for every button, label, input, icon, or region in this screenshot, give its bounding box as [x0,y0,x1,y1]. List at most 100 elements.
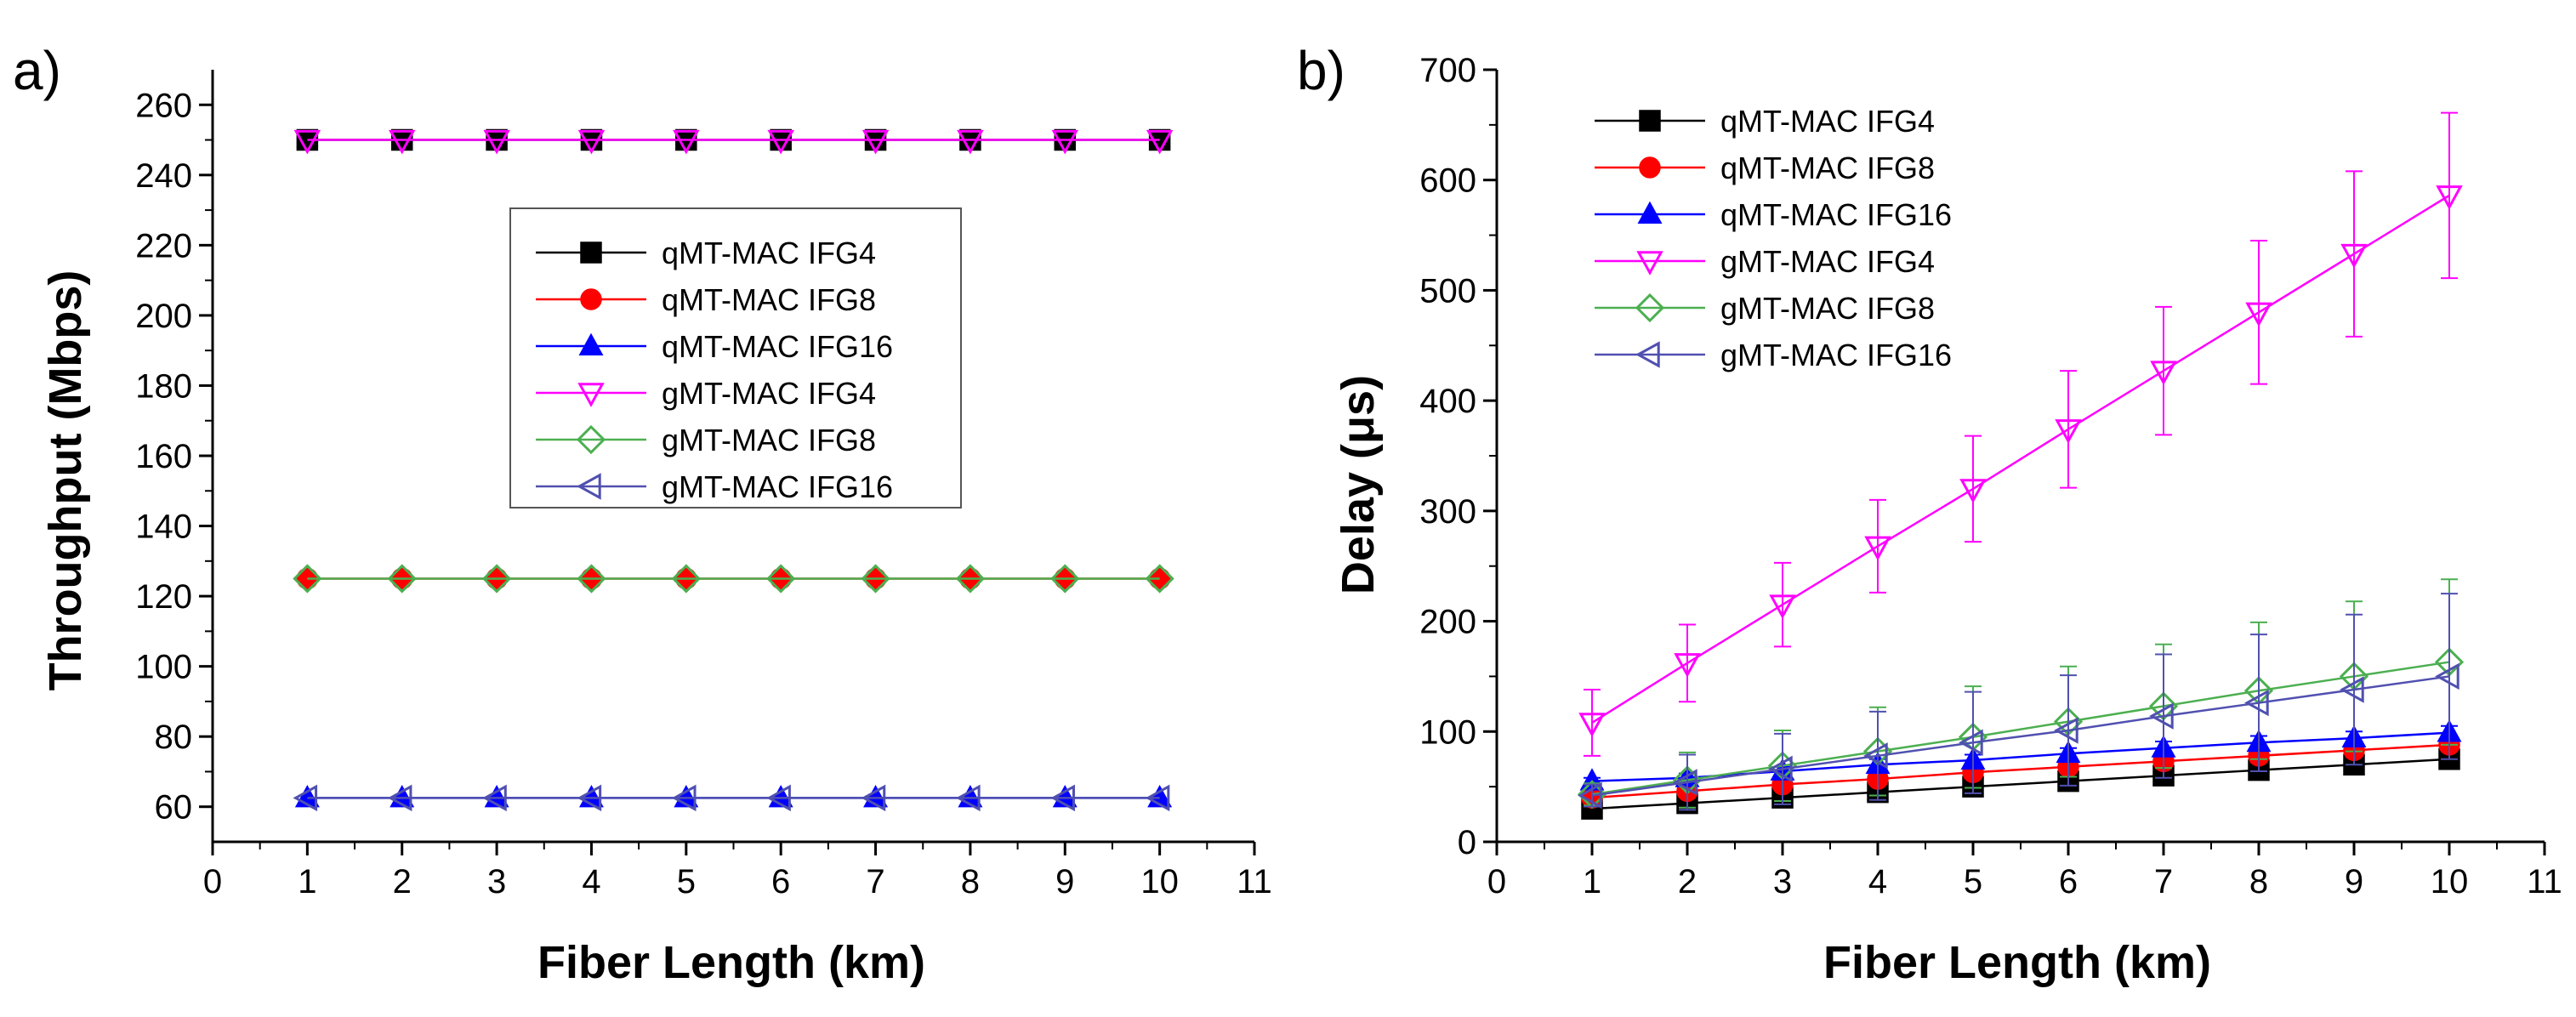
panel-a-data-point [861,564,890,594]
panel-b-legend-label: qMT-MAC IFG8 [1720,151,1935,185]
panel-a-legend-label: gMT-MAC IFG16 [662,469,893,504]
panel-b-x-axis-title: Fiber Length (km) [1823,937,2211,988]
panel-b-data-point [1674,653,1701,678]
panel-b-series-line [1591,194,2450,724]
panel-a-y-tick-label: 220 [135,227,192,264]
panel-a-data-point [957,129,984,155]
panel-b-legend-label: gMT-MAC IFG4 [1720,244,1935,279]
panel-b-series-2 [1581,734,2460,809]
panel-a-legend: qMT-MAC IFG4 qMT-MAC IFG8 qMT-MAC IFG16 gMT… [509,207,962,508]
panel-b-data-point [2340,676,2364,703]
panel-b-data-point [2244,689,2269,717]
panel-a-data-point [577,784,602,812]
panel-a-y-tick-label: 120 [135,578,192,616]
panel-b-series-4 [1578,111,2463,757]
panel-a-legend-label: qMT-MAC IFG16 [662,329,893,364]
panel-b-legend-swatch-marker [1636,251,1663,276]
panel-a-data-point [482,784,507,812]
panel-a-data-point [293,784,318,812]
panel-b-label: b) [1297,40,1345,101]
panel-b-data-point [1959,729,1983,756]
panel-b-series-6 [1578,593,2459,811]
panel-b-data-point [2435,662,2459,690]
panel-a-data-point [861,784,886,812]
panel-a-data-point [388,129,416,155]
panel-a-data-point [577,129,606,155]
panel-a-y-axis-title: Throughput (Mbps) [40,270,91,691]
panel-b-legend-swatch-marker [1635,293,1665,323]
panel-a-data-point [1146,129,1174,155]
panel-b-legend-label: qMT-MAC IFG4 [1720,104,1935,139]
panel-a-label: a) [13,40,61,101]
panel-b-y-axis-title: Delay (μs) [1333,375,1384,594]
panel-a-y-tick-label: 180 [135,367,192,405]
panel-a-legend-label: qMT-MAC IFG4 [662,236,876,270]
panel-b-data-point [2055,419,2082,444]
panel-b-x-tick-label: 8 [2249,863,2268,901]
panel-b-legend-swatch-marker [1635,341,1660,368]
panel-b-y-tick-label: 300 [1419,493,1476,531]
panel-b-y-tick-label: 0 [1458,824,1476,861]
panel-a-x-tick-label: 6 [771,863,790,901]
panel-b-delay-chart: b) Delay (μs) Fiber Length (km) 0 1 2 3 4 5 6 7… [1297,40,2562,988]
panel-a-y-tick-label: 140 [135,508,192,546]
panel-b-series-line [1591,661,2450,796]
panel-a-y-tick-label: 240 [135,157,192,195]
panel-a-data-point [483,129,510,155]
panel-b-x-tick-label: 11 [2527,863,2562,901]
panel-b-data-point [1863,742,1888,770]
panel-b-legend-label: gMT-MAC IFG8 [1720,291,1935,326]
panel-b-data-point [2150,361,2177,386]
panel-b-data-point [1578,781,1602,810]
panel-a-data-point [673,129,700,155]
panel-b-data-point [1768,755,1793,783]
panel-a-throughput-chart: a) Throughput (Mbps) Fiber Length (km) 0… [13,40,1272,988]
panel-b-x-tick-label: 0 [1487,863,1506,901]
panel-a-data-point [955,564,986,594]
panel-a-x-tick-label: 0 [203,863,222,901]
panel-b-legend-swatch-marker [1637,201,1663,224]
panel-b-series-1 [1581,747,2460,820]
panel-a-data-point [766,784,791,812]
panel-a-legend-swatch-marker [576,424,606,455]
panel-a-x-tick-label: 1 [298,863,316,901]
panel-b-y-tick-label: 600 [1419,162,1476,200]
panel-a-y-tick-label: 60 [155,789,193,827]
panel-b-legend-swatch-marker [1639,110,1661,132]
panel-b-x-tick-label: 6 [2059,863,2078,901]
panel-b-series-line [1591,731,2450,782]
panel-b-x-tick-label: 10 [2431,863,2469,901]
panel-a-legend-label: qMT-MAC IFG8 [662,282,876,317]
panel-b-x-tick-label: 2 [1678,863,1697,901]
panel-a-y-tick-label: 80 [155,719,193,756]
panel-a-series-3 [294,785,1173,808]
panel-b-y-tick-label: 400 [1419,383,1476,420]
panel-a-data-point [577,564,606,594]
panel-b-data-point [1959,479,1987,503]
panel-b-series-line [1591,675,2450,797]
panel-a-series-6 [293,784,1170,812]
panel-b-data-point [2245,302,2272,327]
panel-a-data-point [293,564,322,594]
panel-a-x-axis-title: Fiber Length (km) [537,937,925,988]
panel-b-legend: qMT-MAC IFG4 qMT-MAC IFG8 qMT-MAC IFG16 gMT… [1595,104,1952,372]
panel-b-x-tick-label: 1 [1583,863,1601,901]
panel-b-y-tick-label: 700 [1419,52,1476,89]
panel-b-x-tick-label: 5 [1964,863,1982,901]
panel-b-data-point [2149,702,2174,730]
panel-a-data-point [1050,784,1075,812]
panel-a-x-tick-label: 7 [866,863,884,901]
panel-a-legend-label: gMT-MAC IFG4 [662,376,876,411]
panel-b-data-point [2340,243,2368,269]
panel-b-y-tick-label: 500 [1419,272,1476,310]
panel-b-data-point [1769,594,1796,620]
panel-a-x-tick-label: 3 [487,863,506,901]
panel-b-data-point [2054,717,2078,744]
panel-b-x-tick-label: 4 [1868,863,1887,901]
panel-a-series-4 [293,129,1174,155]
panel-a-data-point [1051,129,1079,155]
panel-a-data-point [1145,564,1174,594]
panel-a-legend-swatch-marker [577,473,601,500]
panel-a-x-tick-label: 11 [1237,863,1272,901]
